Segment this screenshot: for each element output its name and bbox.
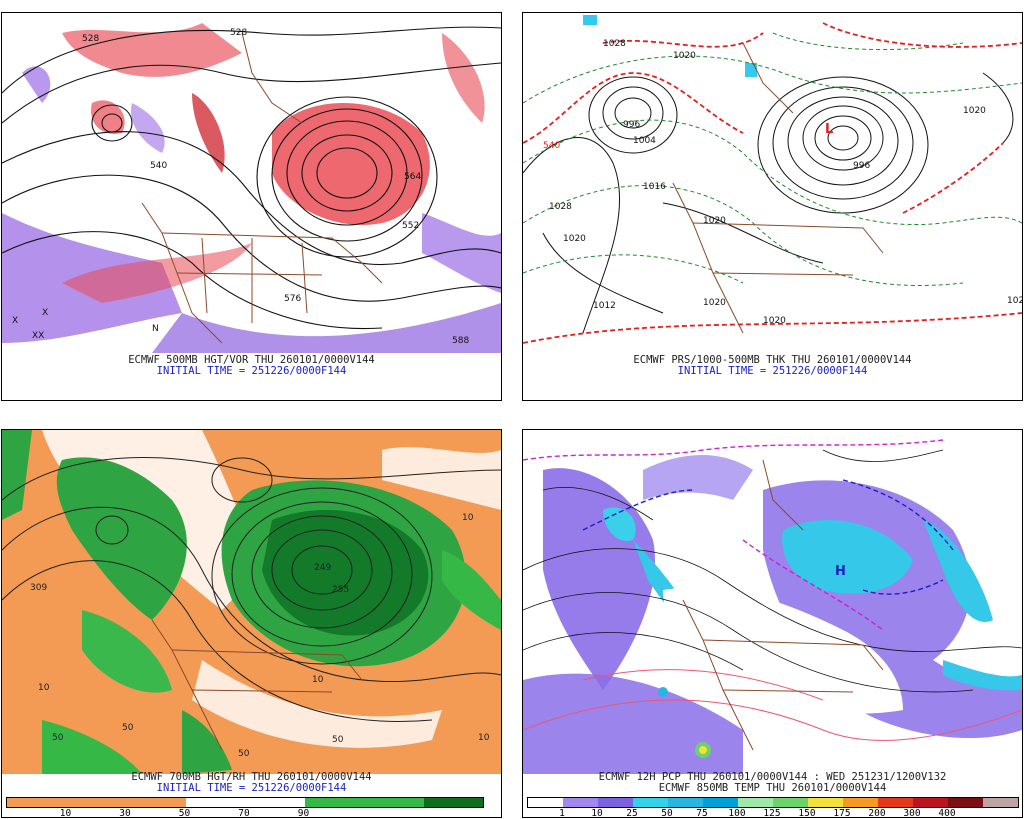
isobar-label: 1020 [563,234,586,244]
legend-swatch [304,798,364,807]
legend-swatch [563,798,598,807]
legend-tick-label: 30 [119,808,131,818]
legend-tick-label: 175 [833,808,851,818]
initial-time: INITIAL TIME = 251226/0000F144 [156,782,347,794]
map-700mb: 309 249 255 10 10 10 50 50 50 50 10 [2,430,501,774]
contour-label: 528 [82,34,99,44]
low-marker: L [825,122,833,137]
isobar-label: 1004 [633,136,656,146]
legend-swatch [633,798,668,807]
legend-swatch [7,798,67,807]
low-marker: XX [32,331,44,341]
thickness-label: 540 [543,141,560,151]
legend-tick-label: 25 [626,808,638,818]
legend-swatch [245,798,305,807]
legend-tick-label: 90 [297,808,310,818]
panel-500mb-hgt-vor: 528 540 552 564 576 588 528 X X XX N ECM… [1,12,502,401]
panel-700mb-hgt-rh: 309 249 255 10 10 10 50 50 50 50 10 ECMW… [1,429,502,818]
legend-swatch [948,798,983,807]
rh-label: 50 [122,723,134,733]
pcp-color-legend [527,797,1019,808]
legend-tick-label: 75 [696,808,708,818]
panel-caption: ECMWF 12H PCP THU 260101/0000V144 : WED … [598,771,947,783]
rh-label: 10 [462,513,474,523]
pcp-legend-ticks: 1 10 25 50 75 100 125 150 175 200 300 400 [523,809,1022,818]
contour-label: 309 [30,583,47,593]
rh-legend-ticks: 10 30 50 70 90 [2,809,501,818]
legend-tick-label: 10 [59,808,72,818]
initial-time: INITIAL TIME = 251226/0000F144 [677,365,868,377]
legend-swatch [808,798,843,807]
contour-label: 552 [402,221,419,231]
low-marker: X [12,316,18,326]
legend-swatch [598,798,633,807]
legend-swatch [364,798,424,807]
isobar-label: 1020 [963,106,986,116]
legend-swatch [423,798,483,807]
legend-tick-label: 100 [728,808,746,818]
legend-tick-label: 150 [798,808,816,818]
temp-caption: ECMWF 850MB TEMP THU 260101/0000V144 [658,782,887,794]
rh-label: 10 [478,733,490,743]
legend-swatch [878,798,913,807]
isobar-label: 996 [623,120,640,130]
contour-label: 576 [284,294,301,304]
legend-tick-label: 70 [238,808,250,818]
isobar-label: 1020 [703,298,726,308]
legend-swatch [185,798,245,807]
rh-label: 10 [312,675,324,685]
high-marker: N [152,324,159,334]
legend-tick-label: 400 [938,808,956,818]
isobar-label: 1020 [763,316,786,326]
legend-swatch [668,798,703,807]
legend-swatch [738,798,773,807]
rh-color-legend [6,797,484,808]
legend-tick-label: 10 [591,808,603,818]
legend-tick-label: 200 [868,808,886,818]
legend-swatch [913,798,948,807]
contour-label: 249 [314,563,331,573]
legend-swatch [66,798,126,807]
legend-tick-label: 1 [559,808,565,818]
legend-tick-label: 50 [661,808,673,818]
rh-label: 50 [52,733,64,743]
isobar-label: 1020 [673,51,696,61]
contour-label: 564 [404,172,421,182]
initial-time: INITIAL TIME = 251226/0000F144 [156,365,347,377]
legend-swatch [528,798,563,807]
legend-swatch [703,798,738,807]
isobar-label: 1028 [603,39,626,49]
isobar-label: 1012 [593,301,616,311]
legend-swatch [843,798,878,807]
panel-caption: ECMWF PRS/1000-500MB THK THU 260101/0000… [633,354,912,366]
high-marker: H [835,564,846,579]
legend-tick-label: 300 [903,808,921,818]
legend-tick-label: 125 [763,808,781,818]
isobar-label: 102 [1007,296,1022,306]
panel-pcp-850mb-temp: H ECMWF 12H PCP THU 260101/0000V144 : WE… [522,429,1023,818]
legend-swatch [983,798,1018,807]
legend-swatch [773,798,808,807]
contour-label: 588 [452,336,469,346]
map-pressure: 1028 1020 1020 996 1004 1016 1028 1020 1… [523,13,1022,353]
isobar-label: 996 [853,161,870,171]
panel-prs-thk: 1028 1020 1020 996 1004 1016 1028 1020 1… [522,12,1023,401]
low-marker: X [42,308,48,318]
contour-label: 540 [150,161,167,171]
rh-label: 10 [38,683,50,693]
legend-tick-label: 50 [178,808,191,818]
contour-label: 528 [230,28,247,38]
contour-label: 255 [332,585,349,595]
panel-caption: ECMWF 500MB HGT/VOR THU 260101/0000V144 [128,354,375,366]
legend-swatch [126,798,186,807]
rh-label: 50 [332,735,344,745]
map-500mb: 528 540 552 564 576 588 528 X X XX N [2,13,501,353]
isobar-label: 1028 [549,202,572,212]
panel-caption: ECMWF 700MB HGT/RH THU 260101/0000V144 [131,771,372,783]
isobar-label: 1016 [643,182,666,192]
map-precip: H [523,430,1022,774]
isobar-label: 1020 [703,216,726,226]
rh-label: 50 [238,749,250,759]
